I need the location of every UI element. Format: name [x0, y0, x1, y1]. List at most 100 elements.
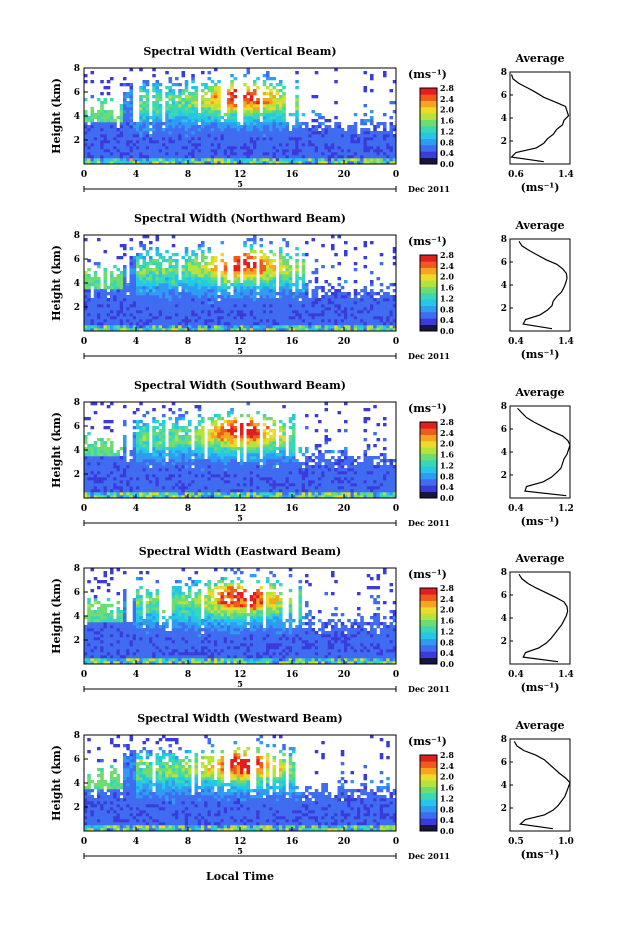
heatmap-cell: [90, 71, 95, 75]
heatmap-cell: [311, 304, 316, 308]
heatmap-cell: [129, 140, 134, 144]
heatmap-cell: [126, 104, 130, 108]
heatmap-cell: [266, 301, 270, 305]
heatmap-cell: [110, 459, 114, 463]
heatmap-cell: [129, 301, 134, 305]
heatmap-cell: [347, 310, 351, 314]
heatmap-cell: [311, 271, 316, 275]
colorbar-band: [420, 299, 437, 306]
heatmap-cell: [168, 119, 173, 123]
heatmap-cell: [191, 462, 195, 466]
heatmap-cell: [113, 143, 117, 147]
heatmap-cell: [165, 92, 169, 96]
heatmap-cell: [110, 125, 114, 129]
heatmap-cell: [181, 149, 186, 153]
heatmap-cell: [214, 92, 218, 96]
heatmap-cell: [366, 319, 371, 323]
heatmap-cell: [246, 292, 251, 296]
heatmap-cell: [197, 408, 202, 412]
heatmap-cell: [184, 495, 189, 499]
heatmap-cell: [165, 295, 169, 299]
heatmap-cell: [181, 292, 186, 296]
heatmap-cell: [181, 92, 186, 96]
heatmap-cell: [334, 152, 338, 156]
heatmap-cell: [288, 328, 293, 332]
heatmap-cell: [194, 435, 199, 439]
heatmap-cell: [93, 486, 98, 490]
heatmap-cell: [266, 140, 270, 144]
heatmap-cell: [376, 146, 381, 150]
heatmap-cell: [142, 322, 147, 326]
heatmap-cell: [188, 92, 192, 96]
heatmap-cell: [152, 307, 156, 311]
heatmap-cell: [285, 310, 290, 314]
heatmap-cell: [223, 155, 228, 159]
heatmap-cell: [90, 483, 95, 487]
heatmap-cell: [223, 489, 228, 493]
heatmap-cell: [84, 480, 88, 484]
heatmap-cell: [155, 483, 160, 487]
heatmap-cell: [145, 307, 150, 311]
heatmap-cell: [123, 101, 127, 105]
heatmap-cell: [262, 107, 267, 111]
heatmap-cell: [126, 313, 130, 317]
heatmap-cell: [97, 125, 101, 129]
heatmap-cell: [149, 262, 153, 266]
heatmap-cell: [223, 462, 228, 466]
heatmap-cell: [123, 319, 127, 323]
heatmap-cell: [149, 471, 153, 475]
heatmap-cell: [129, 483, 134, 487]
heatmap-cell: [210, 161, 215, 165]
heatmap-cell: [340, 304, 345, 308]
heatmap-cell: [214, 280, 218, 284]
heatmap-cell: [240, 134, 244, 138]
heatmap-cell: [334, 134, 338, 138]
heatmap-cell: [295, 128, 299, 132]
heatmap-cell: [139, 432, 143, 436]
heatmap-cell: [207, 429, 212, 433]
colorbar-band: [420, 157, 437, 165]
colorbar-tick-label: 1.2: [440, 126, 454, 136]
heatmap-cell: [97, 110, 101, 114]
heatmap-cell: [171, 307, 176, 311]
heatmap-cell: [132, 310, 137, 314]
heatmap-cell: [210, 471, 215, 475]
heatmap-cell: [129, 122, 134, 126]
heatmap-cell: [350, 140, 355, 144]
heatmap-cell: [256, 325, 260, 329]
heatmap-cell: [145, 143, 150, 147]
heatmap-cell: [266, 149, 270, 153]
heatmap-cell: [376, 131, 381, 135]
heatmap-cell: [191, 137, 195, 141]
heatmap-cell: [353, 280, 358, 284]
heatmap-cell: [256, 86, 260, 90]
heatmap-cell: [184, 319, 189, 323]
heatmap-cell: [298, 122, 303, 126]
heatmap-cell: [162, 450, 166, 454]
heatmap-cell: [201, 426, 205, 430]
heatmap-cell: [259, 259, 264, 263]
heatmap-cell: [87, 131, 91, 135]
heatmap-cell: [191, 325, 195, 329]
heatmap-cell: [204, 465, 208, 469]
heatmap-cell: [253, 155, 257, 159]
heatmap-cell: [360, 137, 364, 141]
heatmap-cell: [214, 83, 218, 87]
heatmap-cell: [295, 71, 299, 75]
heatmap-cell: [292, 322, 296, 326]
heatmap-cell: [142, 113, 147, 117]
heatmap-cell: [275, 104, 280, 108]
heatmap-cell: [87, 286, 91, 290]
colorbar-band: [420, 280, 437, 287]
heatmap-cell: [165, 101, 169, 105]
heatmap-cell: [243, 304, 247, 308]
heatmap-cell: [223, 483, 228, 487]
heatmap-cell: [132, 477, 137, 481]
heatmap-cell: [93, 152, 98, 156]
heatmap-cell: [210, 477, 215, 481]
heatmap-cell: [97, 465, 101, 469]
heatmap-cell: [204, 286, 208, 290]
heatmap-cell: [386, 137, 390, 141]
heatmap-cell: [363, 295, 368, 299]
heatmap-cell: [262, 128, 267, 132]
